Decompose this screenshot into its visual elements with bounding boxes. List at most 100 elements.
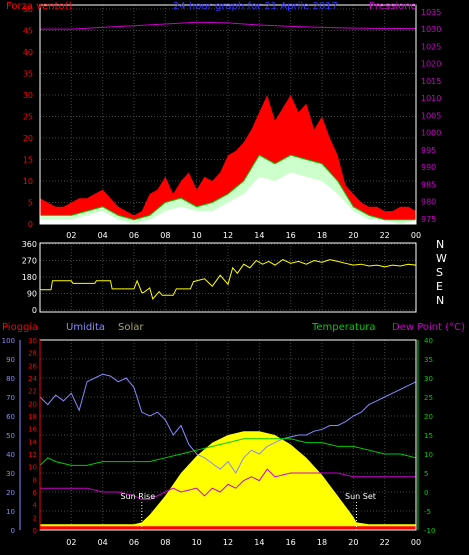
- pressure-tick-label: 985: [421, 180, 436, 189]
- pressure-tick-label: 990: [421, 163, 436, 172]
- rain-tick-label: 14: [28, 438, 37, 446]
- compass-label: E: [436, 280, 443, 293]
- climate-x-tick-label: 12: [223, 538, 233, 547]
- direction-tick-label: 270: [22, 257, 37, 266]
- pressure-tick-label: 1025: [421, 42, 441, 51]
- wind-axis-label: Forza vento(): [6, 1, 73, 12]
- temperature-tick-label: -10: [424, 527, 435, 535]
- humidity-line: [39, 373, 417, 474]
- humidity-tick-label: 100: [2, 337, 15, 345]
- temperature-tick-label: 0: [424, 489, 428, 497]
- pressure-tick-label: 975: [421, 215, 436, 224]
- pressure-tick-label: 1000: [421, 129, 441, 138]
- climate-x-tick-label: 20: [348, 538, 358, 547]
- wind-x-tick-label: 10: [192, 231, 202, 240]
- pressure-tick-label: 1020: [421, 60, 441, 69]
- temperature-tick-label: 35: [424, 356, 433, 364]
- wind-tick-label: 5: [28, 199, 33, 208]
- wind-grid: [40, 5, 417, 225]
- humidity-tick-label: 0: [11, 527, 15, 535]
- rain-tick-label: 2: [33, 514, 37, 522]
- pressure-line: [40, 21, 416, 30]
- temperature-tick-label: -5: [424, 508, 431, 516]
- wind-x-tick-label: 00: [411, 231, 421, 240]
- temperature-tick-label: 20: [424, 413, 433, 421]
- climate-x-tick-label: 18: [317, 538, 327, 547]
- rain-tick-label: 10: [28, 464, 37, 472]
- direction-tick-label: 180: [22, 273, 37, 282]
- wind-x-tick-label: 04: [98, 231, 108, 240]
- wind-tick-label: 0: [28, 220, 33, 229]
- temperature-tick-label: 30: [424, 375, 433, 383]
- legend-rain: Pioggia: [2, 322, 38, 333]
- climate-x-tick-label: 04: [98, 538, 108, 547]
- humidity-axis-ticks: 0 10 20 30 40 50 60 70 80 90 100: [2, 337, 15, 535]
- wind-x-tick-label: 14: [254, 231, 264, 240]
- rain-tick-label: 18: [28, 413, 37, 421]
- rain-tick-label: 6: [33, 489, 38, 497]
- humidity-tick-label: 50: [6, 432, 15, 440]
- wind-x-tick-label: 12: [223, 231, 233, 240]
- wind-x-tick-label: 20: [348, 231, 358, 240]
- temperature-tick-label: 5: [424, 470, 428, 478]
- pressure-tick-label: 1010: [421, 94, 441, 103]
- wind-frame: [39, 4, 417, 225]
- direction-tick-label: 360: [22, 240, 37, 249]
- wind-x-tick-label: 06: [129, 231, 139, 240]
- wind-tick-label: 45: [23, 27, 33, 36]
- direction-tick-label: 90: [27, 290, 37, 299]
- pressure-tick-label: 1030: [421, 25, 441, 34]
- wind-x-tick-label: 16: [286, 231, 296, 240]
- humidity-tick-label: 20: [6, 489, 15, 497]
- sunrise-label: Sun Rise: [121, 492, 156, 501]
- rain-tick-label: 26: [28, 362, 37, 370]
- compass-label: N: [436, 294, 444, 307]
- wind-tick-label: 35: [23, 70, 33, 79]
- wind-tick-label: 40: [23, 48, 33, 57]
- humidity-tick-label: 40: [6, 451, 15, 459]
- climate-x-tick-label: 10: [192, 538, 202, 547]
- wind-x-tick-label: 08: [160, 231, 170, 240]
- wind-x-ticks: 02 04 06 08 10 12 14 16 18 20 22 00: [66, 231, 421, 240]
- pressure-tick-label: 995: [421, 146, 436, 155]
- compass-label: S: [436, 266, 443, 279]
- climate-x-tick-label: 02: [66, 538, 76, 547]
- legend-solar: Solar: [118, 322, 144, 333]
- humidity-tick-label: 70: [6, 394, 15, 402]
- rain-tick-label: 0: [33, 527, 37, 535]
- climate-x-tick-label: 22: [380, 538, 390, 547]
- humidity-tick-label: 60: [6, 413, 15, 421]
- climate-x-tick-label: 08: [160, 538, 170, 547]
- rain-tick-label: 30: [28, 337, 37, 345]
- rain-tick-label: 20: [28, 400, 37, 408]
- climate-x-ticks: 02 04 06 08 10 12 14 16 18 20 22 00: [66, 538, 421, 547]
- rain-tick-label: 24: [28, 375, 37, 383]
- compass-label: N: [436, 238, 444, 251]
- temperature-line: [39, 438, 417, 466]
- solar-area: [40, 431, 416, 530]
- rain-tick-label: 28: [28, 350, 37, 358]
- wind-base-area: [40, 172, 416, 224]
- humidity-tick-label: 10: [6, 508, 15, 516]
- climate-x-tick-label: 06: [129, 538, 139, 547]
- legend-humidity: Umidita: [66, 322, 105, 333]
- rain-tick-label: 16: [28, 426, 37, 434]
- rain-tick-label: 8: [33, 476, 37, 484]
- direction-line: [40, 259, 417, 301]
- wind-tick-label: 20: [23, 134, 33, 143]
- wind-x-tick-label: 22: [380, 231, 390, 240]
- temperature-axis-ticks: -10 -5 0 5 10 15 20 25 30 35 40: [424, 337, 435, 535]
- rain-area: [40, 526, 416, 530]
- pressure-axis-label: Pressione: [369, 1, 417, 12]
- chart-title: 24 hour graph for 21 Aprile 2017: [173, 1, 338, 12]
- rain-tick-label: 12: [28, 451, 37, 459]
- direction-axis-ticks: 0 90 180 270 360: [22, 240, 37, 315]
- legend-temperature: Temperatura: [311, 322, 376, 333]
- climate-panel: Pioggia Umidita Solar Temperatura Dew Po…: [2, 322, 465, 547]
- rain-tick-label: 22: [28, 388, 37, 396]
- sunset-label: Sun Set: [345, 492, 376, 501]
